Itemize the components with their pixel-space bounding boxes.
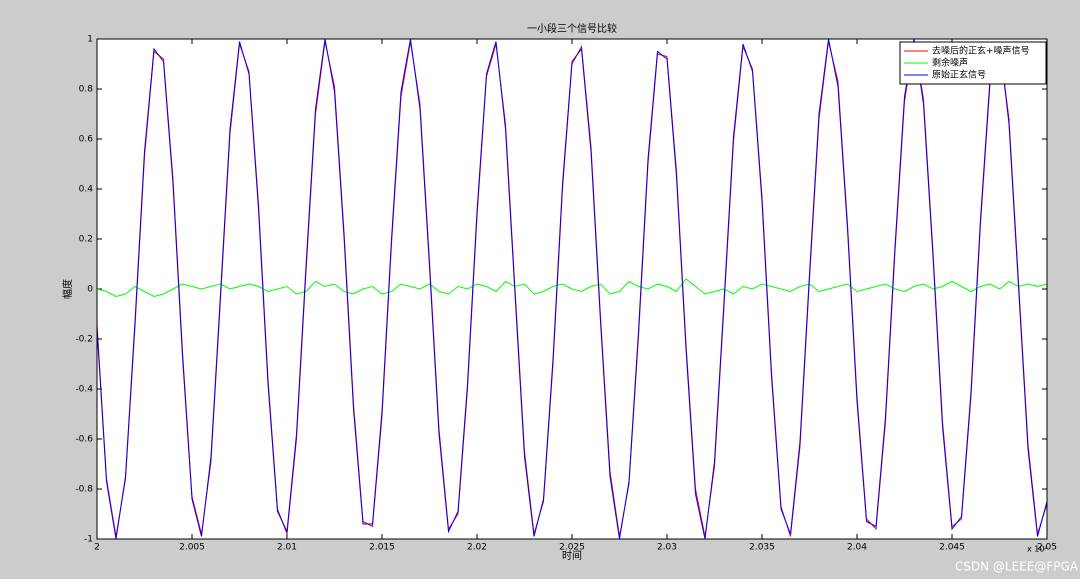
y-tick-label: 0.8: [79, 85, 94, 95]
x-tick-label: 2.025: [559, 543, 585, 553]
y-tick-label: -0.4: [75, 385, 93, 395]
y-tick-label: 0.2: [79, 235, 93, 245]
x-tick-label: 2: [94, 543, 100, 553]
watermark: CSDN @LEEE@FPGA: [955, 560, 1079, 574]
x-tick-label: 2.005: [179, 543, 205, 553]
series-line: [96, 38, 1048, 540]
y-tick-label: 0.4: [79, 185, 94, 195]
legend-label: 剩余噪声: [932, 57, 968, 69]
series-line: [96, 278, 1048, 298]
x-tick-label: 2.015: [369, 543, 395, 553]
y-tick-label: -0.2: [75, 335, 93, 345]
y-tick-label: -1: [84, 535, 93, 545]
legend-label: 原始正玄信号: [932, 69, 986, 81]
y-axis-label: 幅度: [61, 279, 74, 299]
chart-title: 一小段三个信号比较: [527, 22, 617, 35]
y-tick-label: 1: [87, 35, 93, 45]
x-tick-label: 2.04: [847, 543, 867, 553]
y-tick-label: -0.6: [75, 435, 93, 445]
x-tick-label: 2.05: [1037, 543, 1057, 553]
plot-frame: [96, 38, 1048, 540]
x-tick-label: 2.035: [749, 543, 775, 553]
y-tick-label: 0: [87, 285, 93, 295]
y-tick-label: -0.8: [75, 485, 93, 495]
x-multiplier: x 10⁴: [1027, 545, 1048, 554]
x-axis-label: 时间: [562, 549, 582, 562]
y-tick-label: 0.6: [79, 135, 94, 145]
x-tick-label: 2.02: [467, 543, 487, 553]
legend-label: 去噪后的正玄+噪声信号: [932, 45, 1030, 57]
x-tick-label: 2.045: [939, 543, 965, 553]
x-tick-label: 2.01: [277, 543, 297, 553]
x-tick-label: 2.03: [657, 543, 677, 553]
